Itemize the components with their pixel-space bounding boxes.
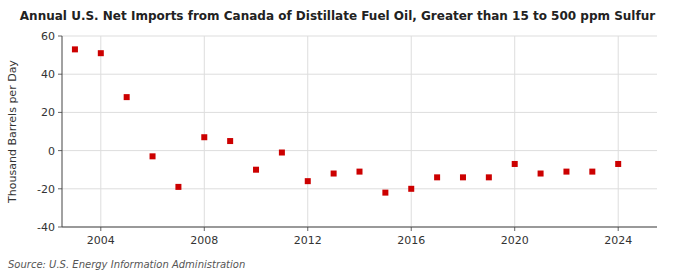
x-tick-label: 2016	[397, 234, 425, 247]
y-tick-label: 60	[41, 30, 55, 43]
point	[589, 169, 595, 175]
x-grid-line	[411, 36, 412, 227]
y-axis-line	[62, 36, 63, 227]
x-tick	[618, 227, 619, 231]
point	[72, 46, 78, 52]
y-axis-label: Thousand Barrels per Day	[6, 60, 19, 204]
y-grid-line	[62, 36, 657, 37]
x-grid-line	[514, 36, 515, 227]
x-tick	[514, 227, 515, 231]
y-tick	[58, 150, 62, 151]
y-tick	[58, 112, 62, 113]
y-tick-label: -20	[37, 183, 55, 196]
point	[434, 174, 440, 180]
y-tick	[58, 36, 62, 37]
y-grid-line	[62, 188, 657, 189]
point	[124, 94, 130, 100]
axes: -40 -20 0 20 40 60 2004 2008 2012 2016 2020 2024	[37, 30, 657, 247]
y-grid-line	[62, 112, 657, 113]
x-tick	[411, 227, 412, 231]
x-grid-line	[100, 36, 101, 227]
point	[486, 174, 492, 180]
point	[279, 150, 285, 156]
point	[460, 174, 466, 180]
x-tick	[307, 227, 308, 231]
point	[512, 161, 518, 167]
points	[72, 46, 621, 195]
point	[331, 171, 337, 177]
point	[382, 190, 388, 196]
x-tick	[204, 227, 205, 231]
point	[227, 138, 233, 144]
chart: -40 -20 0 20 40 60 2004 2008 2012 2016 2020 2024 Ann…	[0, 0, 675, 275]
point	[563, 169, 569, 175]
y-tick	[58, 227, 62, 228]
point	[305, 178, 311, 184]
annotation: Source: U.S. Energy Information Administ…	[8, 259, 245, 270]
y-tick-label: -40	[37, 221, 55, 234]
title: Annual U.S. Net Imports from Canada of D…	[20, 9, 655, 23]
y-tick-label: 20	[41, 106, 55, 119]
x-tick-label: 2024	[604, 234, 632, 247]
y-grid-line	[62, 227, 657, 228]
x-tick	[100, 227, 101, 231]
y-tick-label: 0	[48, 145, 55, 158]
point	[150, 153, 156, 159]
point	[408, 186, 414, 192]
y-grid-line	[62, 150, 657, 151]
y-tick	[58, 74, 62, 75]
x-tick-label: 2008	[190, 234, 218, 247]
x-grid-line	[307, 36, 308, 227]
x-tick-label: 2012	[294, 234, 322, 247]
point	[98, 50, 104, 56]
point	[201, 134, 207, 140]
y-grid-line	[62, 74, 657, 75]
x-grid-line	[204, 36, 205, 227]
point	[615, 161, 621, 167]
point	[538, 171, 544, 177]
x-grid-line	[618, 36, 619, 227]
point	[253, 167, 259, 173]
y-tick	[58, 188, 62, 189]
x-axis-line	[62, 227, 657, 228]
y-tick-label: 40	[41, 68, 55, 81]
x-tick-label: 2020	[501, 234, 529, 247]
point	[357, 169, 363, 175]
x-tick-label: 2004	[87, 234, 115, 247]
point	[175, 184, 181, 190]
